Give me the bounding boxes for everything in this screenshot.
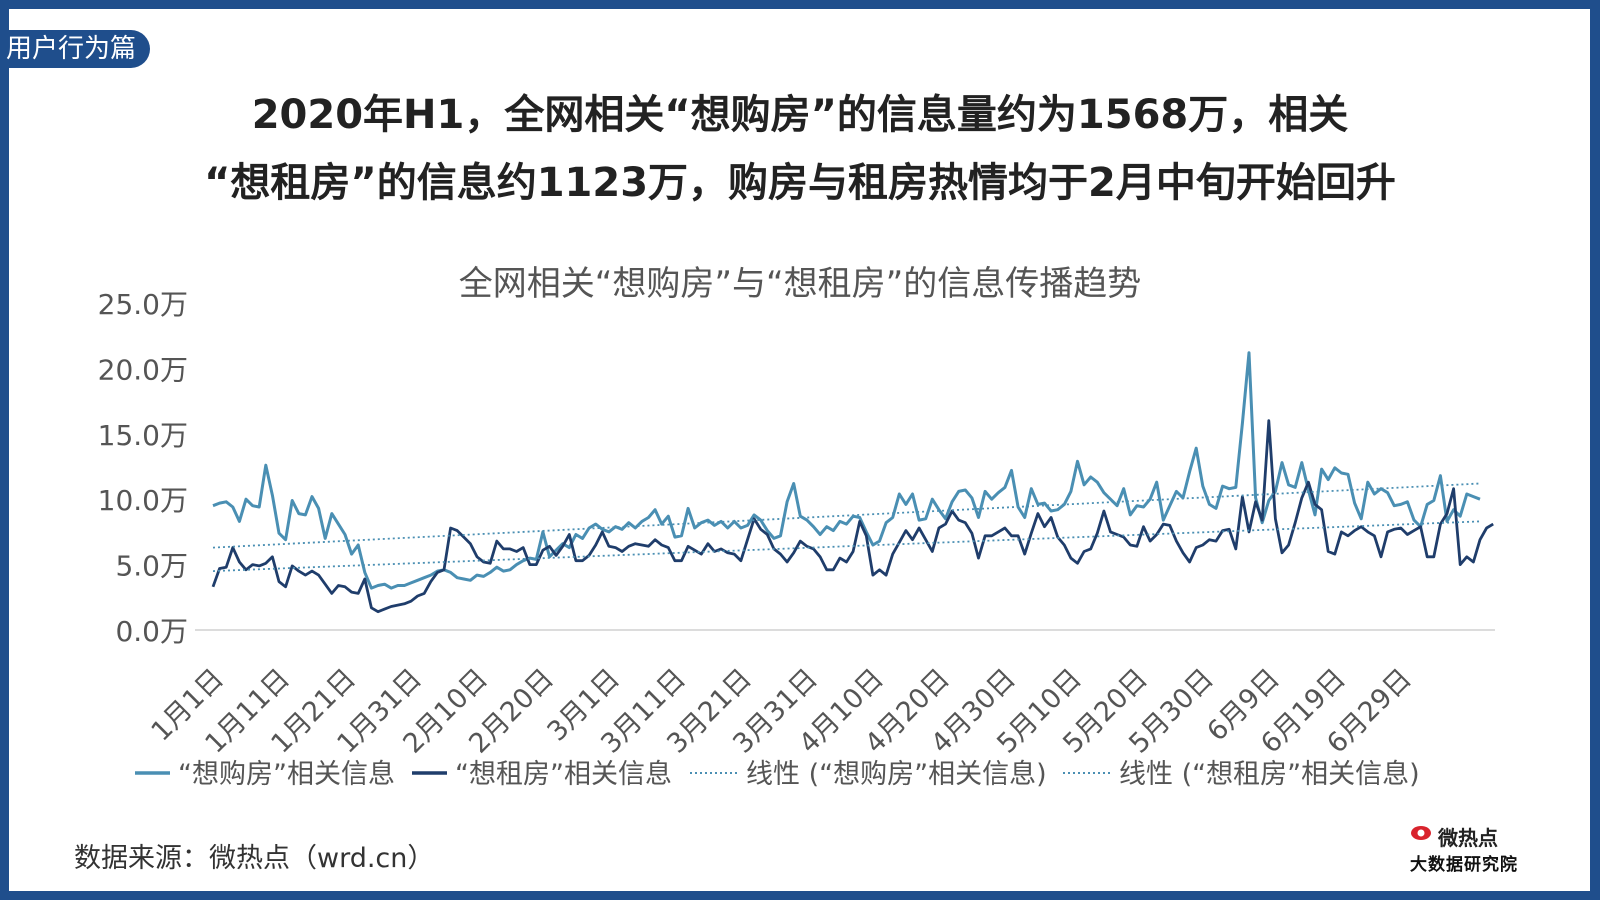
logo-name: 微热点	[1438, 826, 1498, 850]
chart-title: 全网相关“想购房”与“想租房”的信息传播趋势	[459, 264, 1141, 304]
legend-label-4: 线性 (“想租房”相关信息)	[1119, 759, 1420, 790]
data-source: 数据来源：微热点（wrd.cn）	[74, 843, 435, 874]
legend-label-3: 线性 (“想购房”相关信息)	[746, 759, 1047, 790]
y-tick-label: 20.0万	[98, 353, 188, 386]
y-axis: 0.0万 5.0万 10.0万 15.0万 20.0万 25.0万	[98, 288, 188, 648]
y-tick-label: 0.0万	[115, 615, 188, 648]
series-line-3	[212, 482, 1481, 549]
eye-icon	[1411, 826, 1431, 840]
legend-label-1: “想购房”相关信息	[178, 759, 395, 790]
series-line-4	[212, 520, 1481, 572]
legend-label-2: “想租房”相关信息	[455, 759, 672, 790]
y-tick-label: 10.0万	[98, 484, 188, 517]
y-tick-label: 5.0万	[115, 550, 188, 583]
plot-area	[211, 351, 1494, 614]
x-axis: 1月1日1月11日1月21日1月31日2月10日2月20日3月1日3月11日3月…	[146, 629, 1495, 760]
legend: “想购房”相关信息 “想租房”相关信息 线性 (“想购房”相关信息) 线性 (“想租房…	[135, 759, 1420, 790]
series-line-2	[211, 419, 1494, 614]
y-tick-label: 15.0万	[98, 419, 188, 452]
series-line-1	[212, 351, 1481, 590]
section-tag: 用户行为篇	[0, 30, 151, 68]
logo-subtitle: 大数据研究院	[1410, 855, 1518, 875]
brand-logo: 微热点 大数据研究院	[1410, 822, 1560, 892]
headline-line-1: 2020年H1，全网相关“想购房”的信息量约为1568万，相关	[251, 92, 1349, 138]
y-tick-label: 25.0万	[98, 288, 188, 321]
headline-line-2: “想租房”的信息约1123万，购房与租房热情均于2月中旬开始回升	[204, 160, 1396, 206]
